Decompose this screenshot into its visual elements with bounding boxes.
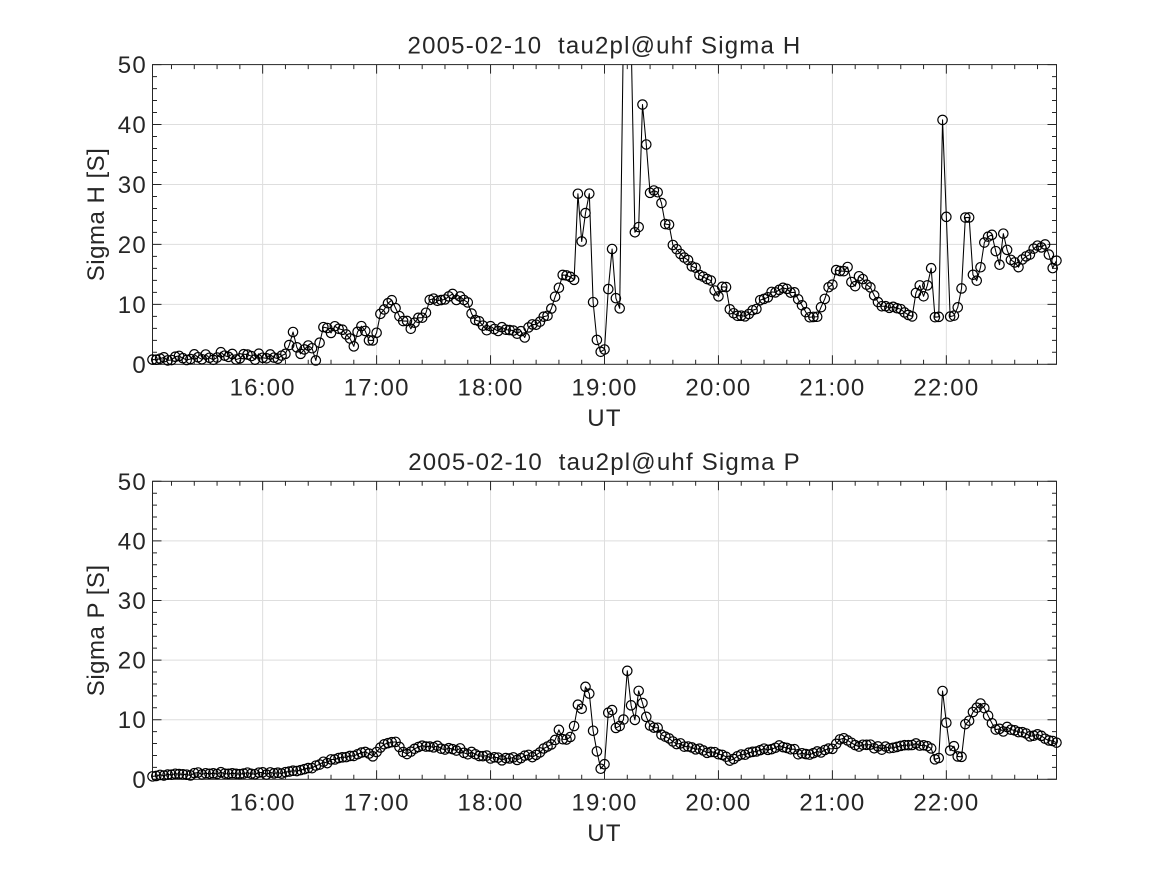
svg-text:30: 30 xyxy=(118,588,147,615)
svg-text:21:00: 21:00 xyxy=(799,374,865,401)
svg-text:19:00: 19:00 xyxy=(571,374,637,401)
svg-text:19:00: 19:00 xyxy=(571,789,637,816)
svg-text:20: 20 xyxy=(118,232,147,259)
svg-text:17:00: 17:00 xyxy=(344,374,410,401)
svg-text:UT: UT xyxy=(587,405,621,432)
svg-text:10: 10 xyxy=(118,707,147,734)
svg-text:17:00: 17:00 xyxy=(344,789,410,816)
svg-text:21:00: 21:00 xyxy=(799,789,865,816)
svg-text:0: 0 xyxy=(132,352,147,379)
svg-text:30: 30 xyxy=(118,172,147,199)
svg-text:22:00: 22:00 xyxy=(913,789,979,816)
svg-text:16:00: 16:00 xyxy=(230,789,296,816)
svg-text:40: 40 xyxy=(118,112,147,139)
svg-text:UT: UT xyxy=(587,820,621,847)
svg-text:22:00: 22:00 xyxy=(913,374,979,401)
svg-text:10: 10 xyxy=(118,292,147,319)
svg-text:20: 20 xyxy=(118,648,147,675)
svg-text:16:00: 16:00 xyxy=(230,374,296,401)
svg-text:Sigma P [S]: Sigma P [S] xyxy=(83,564,110,696)
svg-text:2005-02-10 tau2pl@uhf Sigma H: 2005-02-10 tau2pl@uhf Sigma H xyxy=(408,32,802,59)
svg-text:50: 50 xyxy=(118,52,147,79)
svg-text:50: 50 xyxy=(118,469,147,496)
svg-text:18:00: 18:00 xyxy=(458,374,524,401)
svg-text:40: 40 xyxy=(118,528,147,555)
svg-text:Sigma H [S]: Sigma H [S] xyxy=(83,148,110,282)
svg-text:2005-02-10 tau2pl@uhf Sigma P: 2005-02-10 tau2pl@uhf Sigma P xyxy=(408,449,801,476)
svg-text:20:00: 20:00 xyxy=(685,789,751,816)
svg-text:18:00: 18:00 xyxy=(458,789,524,816)
svg-text:0: 0 xyxy=(132,767,147,794)
svg-text:20:00: 20:00 xyxy=(685,374,751,401)
